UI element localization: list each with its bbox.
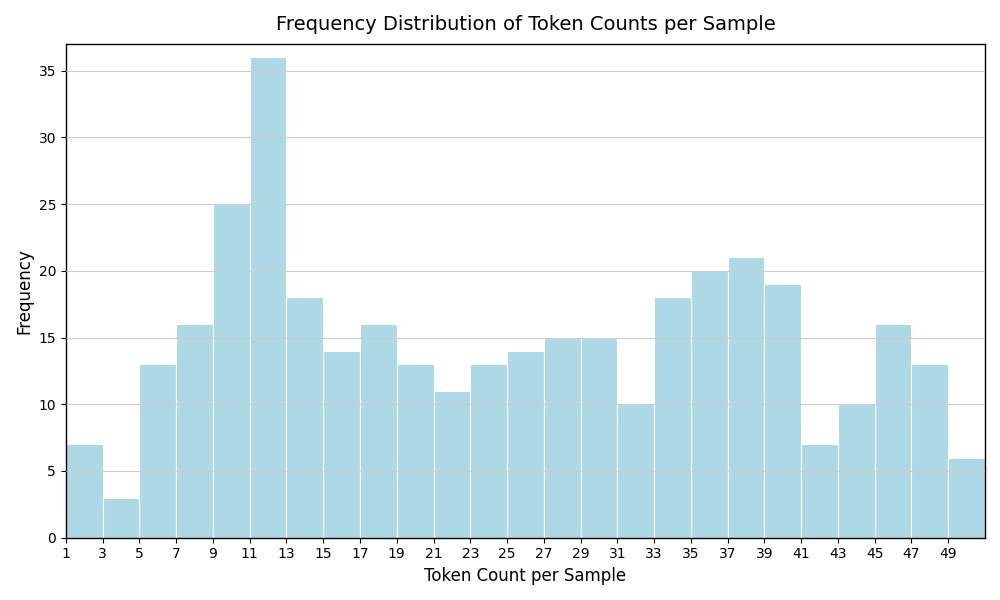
Bar (103, 497, 139, 538)
Bar (985, 377, 1000, 538)
Bar (397, 364, 434, 538)
Bar (213, 204, 250, 538)
Bar (250, 57, 286, 538)
Bar (544, 338, 581, 538)
Bar (286, 298, 323, 538)
Bar (838, 404, 875, 538)
Title: Frequency Distribution of Token Counts per Sample: Frequency Distribution of Token Counts p… (276, 15, 775, 34)
Bar (911, 364, 948, 538)
Bar (323, 351, 360, 538)
Y-axis label: Frequency: Frequency (15, 248, 33, 334)
Bar (470, 364, 507, 538)
Bar (875, 324, 911, 538)
Bar (728, 257, 764, 538)
Bar (764, 284, 801, 538)
Bar (507, 351, 544, 538)
Bar (139, 364, 176, 538)
Bar (360, 324, 397, 538)
Bar (691, 271, 728, 538)
Bar (617, 404, 654, 538)
Bar (654, 298, 691, 538)
Bar (66, 444, 103, 538)
Bar (434, 391, 470, 538)
Bar (801, 444, 838, 538)
X-axis label: Token Count per Sample: Token Count per Sample (424, 567, 627, 585)
Bar (581, 338, 617, 538)
Bar (176, 324, 213, 538)
Bar (948, 458, 985, 538)
